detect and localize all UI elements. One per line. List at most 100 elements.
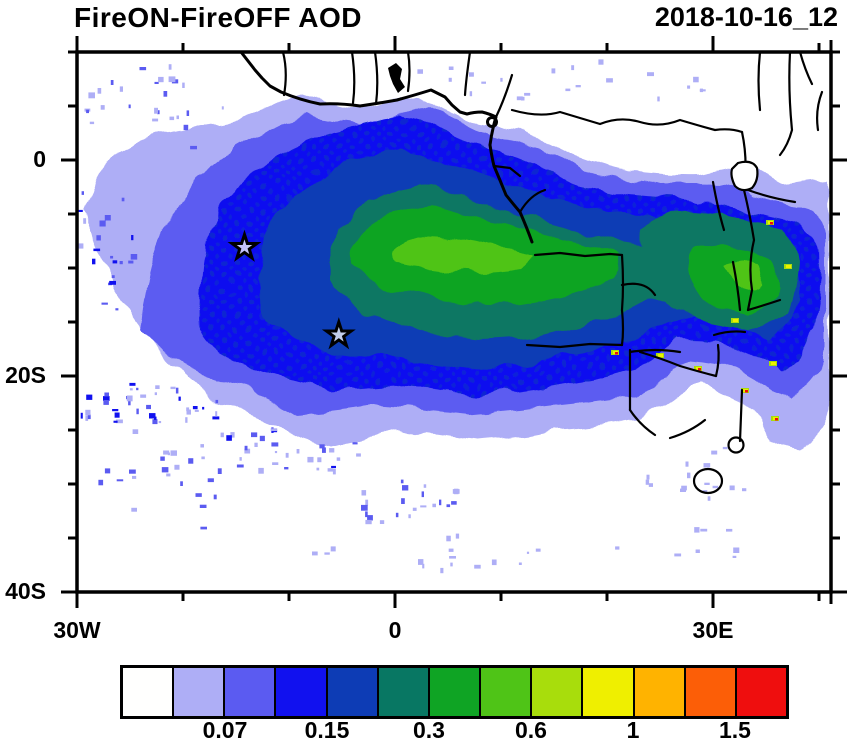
speckle-dot [200,526,207,530]
speckle-dot [126,395,133,402]
speckle-dot [231,129,235,133]
speckle-dot [474,564,481,569]
speckle-dot [296,449,300,454]
y-tick-label: 40S [5,578,46,604]
speckle-dot [400,479,404,484]
colorbar-cell [583,668,635,716]
speckle-dot [687,472,691,479]
speckle-dot [402,485,409,491]
speckle-dot [131,507,137,512]
speckle-dot [136,408,139,415]
speckle-dot [226,435,232,441]
speckle-dot [128,104,131,109]
speckle-dot [230,432,235,438]
speckle-dot [121,197,125,202]
speckle-dot [733,547,740,553]
x-tick-label: 30W [53,617,101,643]
speckle-dot [726,528,733,532]
speckle-dot [186,110,190,116]
speckle-dot [118,270,126,276]
speckle-dot [114,234,121,238]
speckle-dot [284,467,289,470]
hotspot-specks [611,220,792,421]
speckle-dot [101,302,108,305]
speckle-dot [694,527,700,533]
speckle-dot [524,92,531,96]
speckle-dot [201,456,205,460]
speckle-dot [365,519,372,525]
colorbar-tick-label: 0.6 [515,717,547,743]
speckle-dot [535,548,541,552]
speckle-dot [207,478,214,483]
speckle-dot [115,183,122,190]
plot-frame [75,50,833,594]
speckle-dot [395,512,399,518]
y-tick-label: 20S [5,362,46,388]
speckle-dot [732,555,737,558]
speckle-dot [217,468,222,474]
speckle-dot [450,562,453,567]
speckle-dot [122,229,127,232]
speckle-dot [202,406,205,410]
speckle-dot [115,308,119,311]
hotspot [770,222,773,225]
speckle-dot [440,567,444,574]
speckle-dot [176,115,179,120]
speckle-dot [136,387,139,391]
speckle-dot [128,400,131,406]
plot-timestamp: 2018-10-16_12 [654,2,838,32]
speckle-dot [103,400,109,405]
speckle-dot [109,280,116,285]
speckle-dot [700,528,708,532]
speckle-dots [77,59,747,574]
speckle-dot [448,77,452,82]
speckle-dot [97,88,102,94]
speckle-dot [742,488,747,492]
speckle-dot [221,106,224,110]
speckle-dot [130,254,138,260]
speckle-dot [657,96,660,102]
speckle-dot [104,392,109,397]
colorbar-cell [736,668,787,716]
colorbar-cell [225,668,277,716]
speckle-dot [98,479,104,486]
speckle-dot [365,499,369,506]
aod-contour-layers [85,95,831,450]
speckle-dot [200,444,204,448]
speckle-dot [186,407,190,412]
hotspot [615,352,618,355]
colorbar-tick-label: 0.07 [202,717,248,743]
speckle-dot [119,86,123,92]
speckle-dot [236,464,244,468]
colorbar-tick-label: 0.3 [413,717,445,743]
colorbar-cell [276,668,328,716]
colorbar-cell [378,668,430,716]
colorbar-cell [634,668,686,716]
speckle-dot [163,91,168,97]
colorbar-cell [532,668,584,716]
speckle-dot [418,559,424,565]
speckle-dot [258,467,264,474]
speckle-dot [183,124,189,131]
speckle-dot [481,81,486,84]
speckle-dot [174,464,180,470]
speckle-dot [215,411,218,417]
colorbar-tick-label: 1.5 [719,717,751,743]
colorbar-cell [174,668,226,716]
speckle-dot [681,485,687,491]
speckle-dot [78,209,83,212]
speckle-dot [169,116,175,121]
speckle-dot [131,235,134,241]
speckle-dot [129,382,136,386]
speckle-dot [518,562,522,565]
speckle-dot [685,461,689,467]
speckle-dot [361,504,368,511]
speckle-dot [188,458,194,464]
speckle-dot [565,88,571,92]
speckle-dot [693,76,699,83]
speckle-dot [80,412,83,419]
speckle-dot [648,483,653,487]
speckle-dot [722,446,728,450]
speckle-dot [322,447,326,453]
speckle-dot [77,243,84,249]
